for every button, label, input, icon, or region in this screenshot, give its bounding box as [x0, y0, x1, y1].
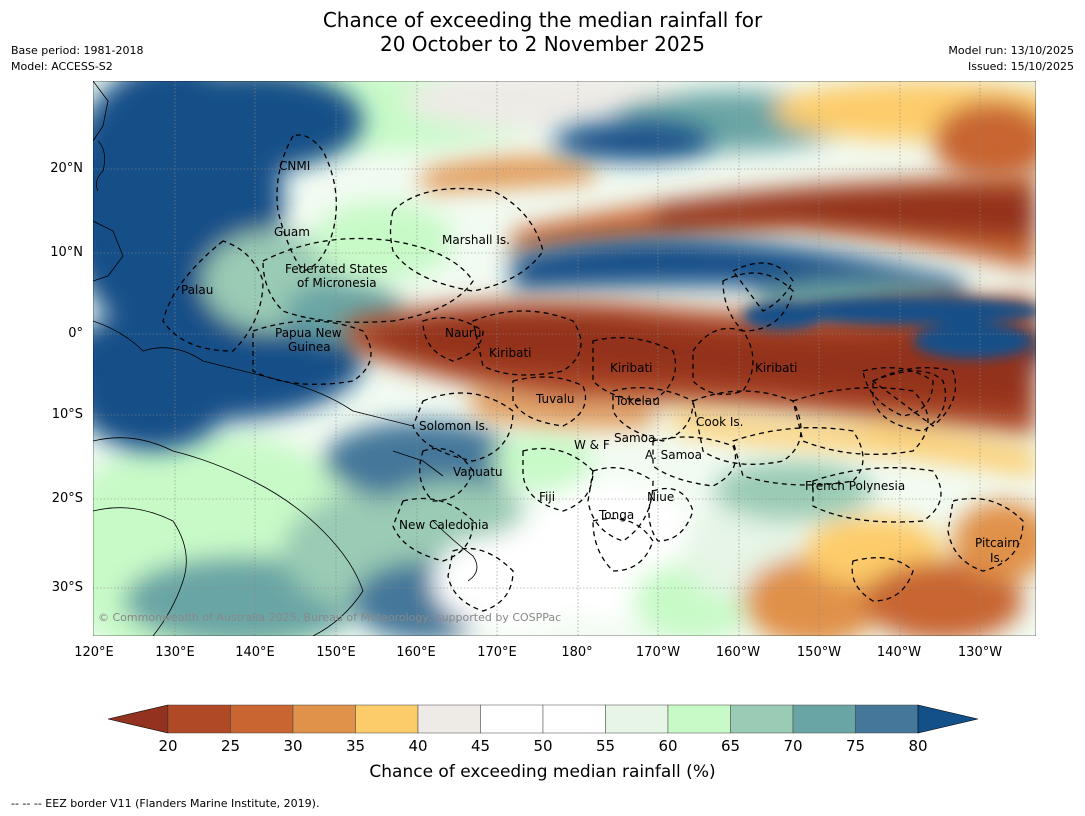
- rainfall-field-east: [743, 297, 1036, 359]
- lon-tick-170w: 170°W: [635, 645, 681, 660]
- lon-tick-170e: 170°E: [477, 645, 517, 660]
- colorbar-tick-label: 55: [595, 737, 616, 755]
- label-cnmi: CNMI: [279, 159, 310, 173]
- eez-footnote: -- -- -- EEZ border V11 (Flanders Marine…: [11, 797, 320, 810]
- lon-tick-140w: 140°W: [876, 645, 922, 660]
- label-guam: Guam: [274, 225, 310, 239]
- copyright-notice: © Commonwealth of Australia 2025, Bureau…: [98, 611, 561, 624]
- lon-tick-150e: 150°E: [316, 645, 356, 660]
- lat-tick-30s: 30°S: [51, 580, 83, 595]
- label-tokelau: Tokelau: [614, 394, 660, 408]
- label-vanuatu: Vanuatu: [453, 465, 503, 479]
- title-line-2: 20 October to 2 November 2025: [379, 32, 706, 56]
- colorbar-cells: [108, 704, 978, 734]
- colorbar-extend-high: [917, 704, 978, 734]
- label-kiribati-central: Kiribati: [610, 361, 652, 375]
- colorbar-tick-label: 70: [783, 737, 803, 755]
- rainfall-band-equatorial: [343, 296, 1036, 476]
- colorbar-cell: [792, 704, 856, 734]
- coastlines: [93, 81, 478, 636]
- label-pitcairn-2: Is.: [990, 551, 1004, 565]
- colorbar-cell: [230, 704, 294, 734]
- label-png-2: Guinea: [288, 340, 331, 354]
- label-pitcairn-1: Pitcairn: [975, 536, 1020, 550]
- lat-tick-10s: 10°S: [51, 407, 83, 422]
- label-kiribati-east: Kiribati: [755, 361, 797, 375]
- lat-tick-20n: 20°N: [50, 161, 83, 176]
- colorbar-label: Chance of exceeding median rainfall (%): [369, 762, 716, 782]
- label-samoa: Samoa: [614, 431, 655, 445]
- lon-tick-160w: 160°W: [715, 645, 761, 660]
- label-solomon: Solomon Is.: [419, 419, 489, 433]
- label-tonga: Tonga: [598, 508, 634, 522]
- colorbar-tick-label: 80: [908, 737, 928, 755]
- label-new-caledonia: New Caledonia: [399, 518, 489, 532]
- colorbar-tick-label: 50: [533, 737, 553, 755]
- label-niue: Niue: [647, 490, 674, 504]
- colorbar-tick-label: 75: [845, 737, 866, 755]
- base-period: Base period: 1981-2018: [11, 44, 144, 57]
- issued-date: Issued: 15/10/2025: [967, 60, 1074, 73]
- colorbar-tick-label: 45: [470, 737, 491, 755]
- label-kiribati-west: Kiribati: [489, 346, 531, 360]
- lon-tick-160e: 160°E: [396, 645, 436, 660]
- lon-tick-120e: 120°E: [74, 645, 114, 660]
- rainfall-map: CNMI Guam Marshall Is. Federated States …: [93, 81, 1036, 636]
- colorbar-cell: [605, 704, 669, 734]
- colorbar-tick-label: 20: [158, 737, 178, 755]
- colorbar-tick-label: 30: [283, 737, 303, 755]
- colorbar-tick-label: 35: [345, 737, 366, 755]
- colorbar-cell: [480, 704, 544, 734]
- lon-tick-130w: 130°W: [957, 645, 1003, 660]
- chart-title: Chance of exceeding the median rainfall …: [0, 8, 1085, 56]
- label-marshall: Marshall Is.: [442, 233, 510, 247]
- meta-left: Base period: 1981-2018 Model: ACCESS-S2: [11, 43, 143, 75]
- lon-tick-180: 180°: [561, 645, 593, 660]
- lat-tick-10n: 10°N: [50, 245, 83, 260]
- colorbar-cell: [542, 704, 606, 734]
- lon-tick-150w: 150°W: [796, 645, 842, 660]
- label-png-1: Papua New: [275, 326, 342, 340]
- label-french-polynesia: French Polynesia: [805, 479, 905, 493]
- rainfall-field-west: [93, 81, 453, 451]
- lat-tick-0: 0°: [68, 326, 83, 341]
- colorbar-tick-label: 25: [220, 737, 241, 755]
- label-fsm-1: Federated States: [285, 262, 387, 276]
- colorbar-cell: [730, 704, 794, 734]
- label-cook: Cook Is.: [696, 415, 743, 429]
- colorbar-cell: [855, 704, 919, 734]
- colorbar-tick-label: 40: [408, 737, 428, 755]
- label-fsm-2: of Micronesia: [297, 276, 377, 290]
- label-fiji: Fiji: [539, 490, 555, 504]
- colorbar-cell: [667, 704, 731, 734]
- colorbar-cell: [292, 704, 356, 734]
- region-labels: CNMI Guam Marshall Is. Federated States …: [181, 159, 1020, 565]
- label-nauru: Nauru: [445, 326, 481, 340]
- label-tuvalu: Tuvalu: [535, 392, 575, 406]
- eez-borders: [162, 134, 1024, 612]
- meta-right: Model run: 13/10/2025 Issued: 15/10/2025: [948, 43, 1074, 75]
- model-run: Model run: 13/10/2025: [948, 44, 1074, 57]
- map-gridlines: [93, 81, 1036, 636]
- label-wallis-futuna: W & F: [574, 438, 610, 452]
- colorbar-tick-label: 60: [658, 737, 678, 755]
- colorbar-cell: [355, 704, 419, 734]
- lon-tick-140e: 140°E: [235, 645, 275, 660]
- colorbar-tick-label: 65: [720, 737, 741, 755]
- colorbar-cell: [167, 704, 231, 734]
- model-name: Model: ACCESS-S2: [11, 60, 113, 73]
- rainfall-band-north: [423, 157, 1036, 271]
- lon-tick-130e: 130°E: [155, 645, 195, 660]
- lat-tick-20s: 20°S: [51, 491, 83, 506]
- label-american-samoa: A. Samoa: [645, 448, 702, 462]
- colorbar-cell: [417, 704, 481, 734]
- title-line-1: Chance of exceeding the median rainfall …: [322, 8, 763, 32]
- colorbar: [108, 704, 978, 734]
- colorbar-extend-low: [108, 704, 169, 734]
- label-palau: Palau: [181, 283, 213, 297]
